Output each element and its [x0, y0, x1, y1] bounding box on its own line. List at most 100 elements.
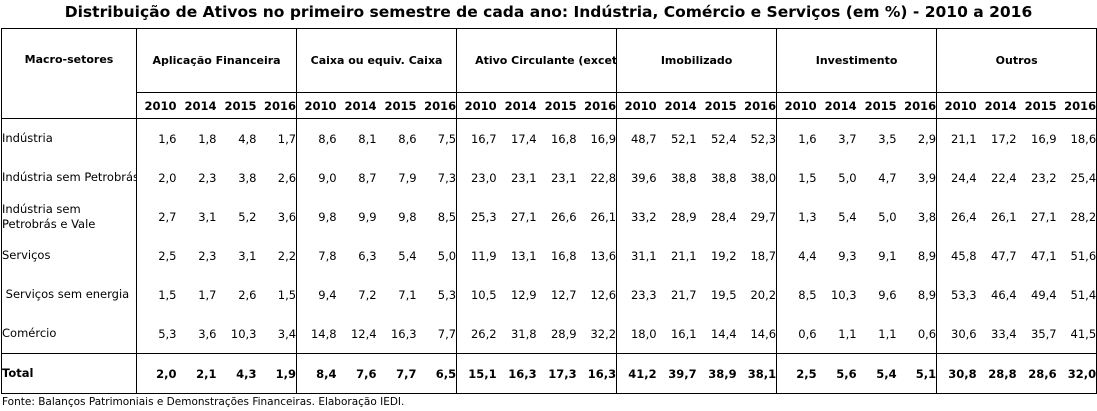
value-cell: 30,6 — [951, 326, 977, 341]
value-cell: 33,4 — [991, 326, 1017, 341]
value-cell: 28,9 — [550, 326, 577, 341]
value-cell: 5,4 — [398, 248, 417, 263]
value-cell: 32,2 — [576, 314, 618, 354]
value-cell: 28,2 — [1056, 196, 1097, 237]
value-cell: 5,4 — [838, 209, 857, 224]
value-cell: 2,3 — [198, 170, 217, 185]
sector-label: Serviços — [1, 236, 137, 275]
value-cell: 14,8 — [310, 326, 337, 341]
value-cell: 1,1 — [878, 326, 897, 341]
year-header: 2016 — [576, 92, 618, 119]
value-cell: 51,6 — [1056, 236, 1097, 275]
value-cell: 2,0 — [136, 353, 177, 394]
value-cell: 12,6 — [576, 274, 618, 315]
value-cell: 9,8 — [318, 209, 337, 224]
value-cell: 41,5 — [1056, 314, 1097, 354]
value-cell: 7,7 — [376, 353, 417, 394]
year-header: 2014 — [976, 92, 1017, 119]
value-cell: 38,8 — [710, 170, 737, 185]
value-cell: 27,1 — [510, 209, 537, 224]
year-header: 2010 — [936, 92, 977, 119]
value-cell: 1,8 — [198, 131, 217, 146]
value-cell: 22,4 — [991, 170, 1017, 185]
group-header: Outros — [936, 28, 1097, 93]
source-note: Fonte: Balanços Patrimoniais e Demonstra… — [2, 396, 405, 408]
value-cell: 5,4 — [856, 353, 897, 394]
value-cell: 18,7 — [736, 236, 778, 275]
value-cell: 7,9 — [398, 170, 417, 185]
year-header: 2010 — [296, 92, 337, 119]
table-row: Serviços 2,5 2,3 3,1 2,2 7,8 6,3 5,4 5,0 11,9 13,1… — [1, 236, 1097, 275]
year-header: 2015 — [536, 92, 577, 119]
year-header: 2014 — [656, 92, 697, 119]
value-cell: 0,6 — [896, 314, 938, 354]
value-cell: 23,1 — [510, 170, 537, 185]
year-header-row: 2010 2014 2015 2016 2010 2014 2015 2016 2010 2014… — [2, 92, 1097, 119]
value-cell: 18,0 — [630, 326, 657, 341]
table-row: Indústria 1,6 1,8 4,8 1,7 8,6 8,1 8,6 7,5 16,7 17,… — [1, 118, 1097, 159]
value-cell: 10,3 — [830, 287, 857, 302]
value-cell: 1,7 — [198, 287, 217, 302]
year-header: 2016 — [416, 92, 458, 119]
year-header: 2014 — [336, 92, 377, 119]
value-cell: 46,4 — [991, 287, 1017, 302]
value-cell: 5,6 — [816, 353, 857, 394]
year-header: 2015 — [216, 92, 257, 119]
value-cell: 5,3 — [158, 326, 177, 341]
value-cell: 8,1 — [358, 131, 377, 146]
value-cell: 9,4 — [318, 287, 337, 302]
year-header: 2010 — [776, 92, 817, 119]
value-cell: 22,8 — [576, 158, 618, 197]
value-cell: 1,6 — [158, 131, 177, 146]
assets-distribution-table: Macro-setores Aplicação Financeira Caixa o… — [1, 14, 1097, 394]
sector-label: Total — [1, 353, 137, 394]
value-cell: 3,7 — [838, 131, 857, 146]
page-title: Distribuição de Ativos no primeiro semes… — [64, 3, 1033, 21]
value-cell: 5,3 — [416, 274, 458, 315]
year-header: 2016 — [1056, 92, 1097, 119]
value-cell: 38,8 — [670, 170, 697, 185]
value-cell: 3,6 — [198, 326, 217, 341]
value-cell: 26,2 — [470, 326, 497, 341]
value-cell: 8,5 — [416, 196, 458, 237]
value-cell: 21,1 — [670, 248, 697, 263]
value-cell: 3,5 — [878, 131, 897, 146]
value-cell: 9,0 — [318, 170, 337, 185]
year-header: 2016 — [896, 92, 938, 119]
value-cell: 24,4 — [951, 170, 977, 185]
value-cell: 1,3 — [798, 209, 817, 224]
table-row: Indústria sem Petrobrás e Vale 2,7 3,1 5,2 3… — [1, 196, 1097, 237]
value-cell: 23,3 — [630, 287, 657, 302]
group-header: Investimento — [776, 28, 938, 93]
value-cell: 5,1 — [896, 353, 938, 394]
value-cell: 23,2 — [1031, 170, 1057, 185]
value-cell: 38,0 — [736, 158, 778, 197]
value-cell: 13,6 — [576, 236, 618, 275]
value-cell: 28,9 — [670, 209, 697, 224]
group-header-row: Macro-setores Aplicação Financeira Caixa o… — [1, 14, 1097, 105]
value-cell: 2,6 — [256, 158, 298, 197]
value-cell: 26,6 — [550, 209, 577, 224]
value-cell: 25,4 — [1056, 158, 1097, 197]
value-cell: 48,7 — [630, 131, 657, 146]
value-cell: 8,6 — [398, 131, 417, 146]
value-cell: 38,9 — [696, 353, 737, 394]
value-cell: 14,4 — [710, 326, 737, 341]
value-cell: 8,9 — [896, 236, 938, 275]
year-header: 2015 — [1016, 92, 1057, 119]
value-cell: 2,7 — [158, 209, 177, 224]
value-cell: 23,1 — [550, 170, 577, 185]
value-cell: 7,5 — [416, 118, 458, 159]
sector-label: Indústria sem Petrobrás — [1, 158, 137, 197]
value-cell: 8,4 — [296, 353, 337, 394]
value-cell: 17,2 — [991, 131, 1017, 146]
value-cell: 5,0 — [838, 170, 857, 185]
row-header-label: Macro-setores — [1, 14, 137, 105]
value-cell: 2,2 — [256, 236, 298, 275]
total-row: Total 2,0 2,1 4,3 1,9 8,4 7,6 7,7 6,5 15,1 16,3 17,… — [1, 353, 1097, 394]
value-cell: 8,6 — [318, 131, 337, 146]
value-cell: 16,7 — [470, 131, 497, 146]
value-cell: 31,8 — [510, 326, 537, 341]
value-cell: 49,4 — [1031, 287, 1057, 302]
value-cell: 9,1 — [878, 248, 897, 263]
